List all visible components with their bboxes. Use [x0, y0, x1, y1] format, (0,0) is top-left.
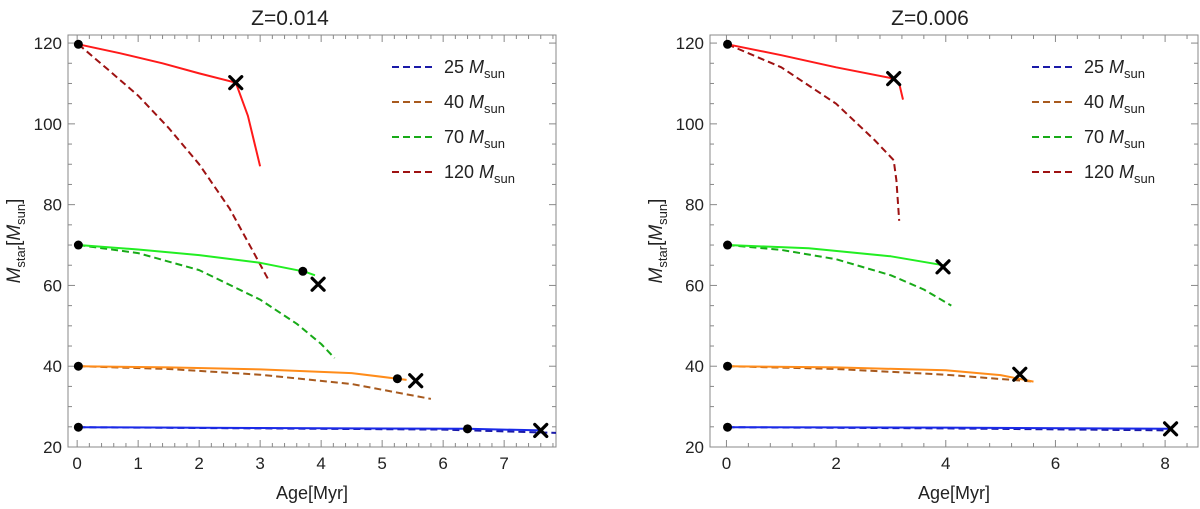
x-tick-label: 2	[831, 454, 840, 473]
series-line-25-solid	[78, 426, 541, 432]
y-tick-label: 40	[43, 357, 62, 376]
series-line-25-solid	[727, 426, 1171, 430]
data-point-dot	[723, 39, 733, 49]
series-line-120-dashed	[77, 43, 271, 282]
x-tick-label: 4	[316, 454, 325, 473]
plot-frame	[67, 34, 557, 448]
legend-label: 40 Msun	[1084, 92, 1145, 116]
series-line-40-dashed	[78, 365, 432, 400]
data-point-dot	[723, 361, 733, 371]
legend-label: 25 Msun	[1084, 57, 1145, 81]
legend: 25 Msun 40 Msun 70 Msun 120 Msun	[1032, 57, 1155, 186]
series-line-40-solid	[727, 365, 1034, 383]
data-point-dot	[73, 240, 83, 250]
y-tick-label: 60	[43, 276, 62, 295]
end-marker-cross	[1162, 421, 1179, 437]
data-point-dot	[73, 39, 83, 49]
legend-label: 120 Msun	[1084, 162, 1155, 186]
legend-label: 120 Msun	[444, 162, 515, 186]
x-tick-label: 0	[72, 454, 81, 473]
x-tick-label: 3	[255, 454, 264, 473]
y-tick-label: 100	[676, 115, 704, 134]
end-marker-cross	[935, 259, 951, 275]
series-line-120-solid	[727, 43, 904, 100]
legend: 25 Msun 40 Msun 70 Msun 120 Msun	[392, 57, 515, 186]
y-tick-label: 80	[43, 196, 62, 215]
data-point-dot	[723, 422, 733, 432]
series-group	[727, 43, 1171, 432]
plot-frame	[709, 34, 1199, 448]
end-marker-cross	[886, 71, 902, 87]
x-tick-label: 2	[194, 454, 203, 473]
x-tick-label: 5	[377, 454, 386, 473]
x-tick-label: 6	[438, 454, 447, 473]
y-tick-label: 20	[685, 438, 704, 457]
y-tick-label: 120	[676, 34, 704, 53]
chart-title: Z=0.006	[891, 7, 969, 30]
legend-label: 40 Msun	[444, 92, 505, 116]
x-axis-label: Age[Myr]	[276, 483, 348, 503]
chart-title: Z=0.014	[251, 7, 329, 30]
y-axis-label: Mstar[Msun]	[646, 199, 670, 284]
y-tick-label: 60	[685, 276, 704, 295]
series-line-70-solid	[727, 244, 944, 267]
x-axis-label: Age[Myr]	[918, 483, 990, 503]
legend-label: 70 Msun	[444, 127, 505, 151]
y-tick-label: 80	[685, 196, 704, 215]
series-line-70-dashed	[727, 244, 952, 307]
series-line-120-dashed	[727, 43, 901, 221]
x-tick-label: 1	[133, 454, 142, 473]
chart-z0006: 0 2 4 6 8 20 40 60 80 100 120 Z=0.006 Age[Myr] Mstar[…	[646, 7, 1199, 503]
y-tick-label: 40	[685, 357, 704, 376]
x-tick-label: 4	[941, 454, 950, 473]
chart-z0014: 0 1 2 3 4 5 6 7 20 40 60 80 100 120 Z=0.014 Age[Myr] Mst…	[4, 7, 557, 503]
series-line-70-dashed	[78, 244, 336, 359]
data-point-dot	[73, 422, 83, 432]
y-tick-label: 100	[34, 115, 62, 134]
y-tick-label: 20	[43, 438, 62, 457]
data-point-dot	[73, 361, 83, 371]
x-tick-label: 0	[722, 454, 731, 473]
series-line-120-solid	[78, 43, 262, 167]
x-tick-label: 7	[499, 454, 508, 473]
legend-label: 25 Msun	[444, 57, 505, 81]
legend-label: 70 Msun	[1084, 127, 1145, 151]
end-marker-cross	[1012, 366, 1028, 382]
data-point-dot	[723, 240, 733, 250]
y-axis-label: Mstar[Msun]	[4, 199, 28, 284]
data-point-dot	[463, 424, 473, 434]
end-marker-cross	[533, 422, 549, 439]
data-point-dot	[298, 266, 308, 276]
end-marker-cross	[310, 276, 326, 292]
end-marker-cross	[408, 373, 424, 389]
y-tick-label: 120	[34, 34, 62, 53]
x-tick-label: 8	[1160, 454, 1169, 473]
end-marker-cross	[228, 75, 244, 91]
x-tick-label: 6	[1051, 454, 1060, 473]
data-point-dot	[392, 374, 402, 384]
